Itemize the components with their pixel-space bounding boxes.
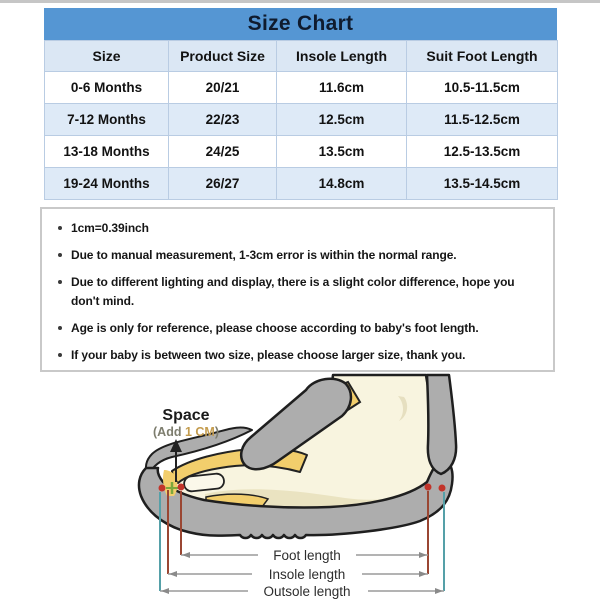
table-row: 19-24 Months 26/27 14.8cm 13.5-14.5cm [44,167,558,200]
foot-measurement-diagram: Space (Add 1 CM) Foot length Insole leng… [137,373,458,599]
sandal-front-strap [239,377,353,471]
space-note: (Add 1 CM) [153,425,219,439]
cell-age: 13-18 Months [44,135,169,168]
note-item: If your baby is between two size, please… [56,346,541,365]
note-item: Due to manual measurement, 1-3cm error i… [56,246,541,265]
column-header-product: Product Size [168,40,277,72]
column-header-insole: Insole Length [276,40,407,72]
dim-arrow [182,552,190,558]
toenail [183,472,225,493]
cell-foot: 11.5-12.5cm [406,103,558,136]
cell-foot: 13.5-14.5cm [406,167,558,200]
sandal-heel-strap [425,373,458,476]
foot-length-label: Foot length [273,548,341,563]
dim-arrow [161,588,169,594]
table-row: 13-18 Months 24/25 13.5cm 12.5-13.5cm [44,135,558,168]
cell-insole: 13.5cm [276,135,407,168]
note-item: Age is only for reference, please choose… [56,319,541,338]
dim-arrow [169,571,177,577]
top-border-line [0,0,600,3]
sandal-sole [137,457,454,540]
cell-age: 0-6 Months [44,71,169,104]
dim-arrow [435,588,443,594]
size-chart-table: Size Product Size Insole Length Suit Foo… [44,40,558,200]
column-header-size: Size [44,40,169,72]
table-row: 0-6 Months 20/21 11.6cm 10.5-11.5cm [44,71,558,104]
dim-arrow [419,552,427,558]
insole-length-label: Insole length [269,567,346,582]
cell-size: 24/25 [168,135,277,168]
measure-dot [158,484,166,492]
cell-age: 7-12 Months [44,103,169,136]
cell-size: 20/21 [168,71,277,104]
table-row: 7-12 Months 22/23 12.5cm 11.5-12.5cm [44,103,558,136]
toe-space-gap [163,470,178,496]
space-arrow-head [170,439,182,452]
ankle-crease [398,396,408,421]
table-header-row: Size Product Size Insole Length Suit Foo… [44,40,558,72]
note-item: Due to different lighting and display, t… [56,273,541,311]
cell-insole: 14.8cm [276,167,407,200]
cell-size: 26/27 [168,167,277,200]
measure-dot [177,483,185,491]
space-note-value: 1 CM [185,425,215,439]
column-header-suit-foot: Suit Foot Length [406,40,558,72]
cell-insole: 12.5cm [276,103,407,136]
cell-foot: 12.5-13.5cm [406,135,558,168]
cell-foot: 10.5-11.5cm [406,71,558,104]
outsole-length-label: Outsole length [263,584,350,599]
space-note-prefix: (Add [153,425,185,439]
dim-arrow [419,571,427,577]
chart-title-bar: Size Chart [44,8,557,40]
space-note-suffix: ) [215,425,219,439]
note-item: 1cm=0.39inch [56,219,541,238]
cell-insole: 11.6cm [276,71,407,104]
space-label: Space [162,407,209,424]
measure-dot [424,483,432,491]
cell-size: 22/23 [168,103,277,136]
cell-age: 19-24 Months [44,167,169,200]
notes-box: 1cm=0.39inch Due to manual measurement, … [40,207,555,372]
page-title: Size Chart [247,12,354,35]
measure-dot [438,484,446,492]
